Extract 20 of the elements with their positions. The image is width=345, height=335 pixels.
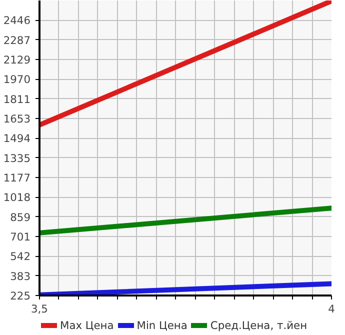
y-tick-label: 2129 [3, 53, 31, 66]
y-tick-label: 859 [10, 210, 31, 224]
legend-label: Max Цена [60, 318, 114, 332]
y-tick-label: 1970 [3, 73, 31, 86]
legend-label: Min Цена [136, 318, 188, 332]
y-tick-label: 1811 [3, 92, 31, 106]
y-tick-label: 701 [10, 230, 31, 244]
y-tick-label: 1177 [3, 171, 31, 184]
y-tick-label: 1335 [3, 152, 31, 165]
y-tick-label: 383 [10, 270, 31, 283]
y-tick-label: 542 [10, 250, 31, 264]
y-tick-label: 2287 [3, 34, 31, 47]
y-tick-label: 225 [10, 290, 31, 302]
y-tick-label: 1018 [3, 191, 31, 204]
y-tick-label: 1653 [3, 112, 31, 126]
x-tick-label: 3,5 [31, 302, 48, 316]
legend-label: Сред.Цена, т.йен [210, 318, 308, 332]
x-tick-label: 4 [328, 302, 336, 316]
y-tick-label: 2446 [3, 14, 31, 28]
y-tick-label: 1494 [3, 132, 31, 146]
